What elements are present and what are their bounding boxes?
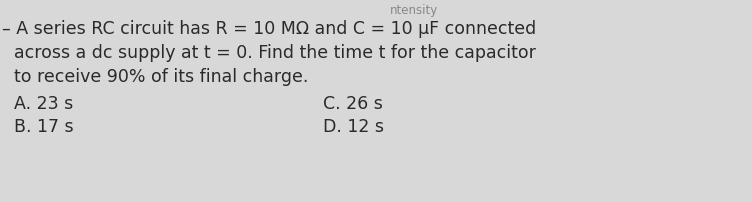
Text: ntensity: ntensity [390,4,438,17]
Text: B. 17 s: B. 17 s [14,117,74,135]
Text: A. 23 s: A. 23 s [14,95,73,113]
Text: D. 12 s: D. 12 s [323,117,384,135]
Text: C. 26 s: C. 26 s [323,95,384,113]
Text: across a dc supply at t = 0. Find the time t for the capacitor: across a dc supply at t = 0. Find the ti… [14,44,536,62]
Text: to receive 90% of its final charge.: to receive 90% of its final charge. [14,68,308,86]
Text: – A series RC circuit has R = 10 MΩ and C = 10 μF connected: – A series RC circuit has R = 10 MΩ and … [2,20,536,38]
